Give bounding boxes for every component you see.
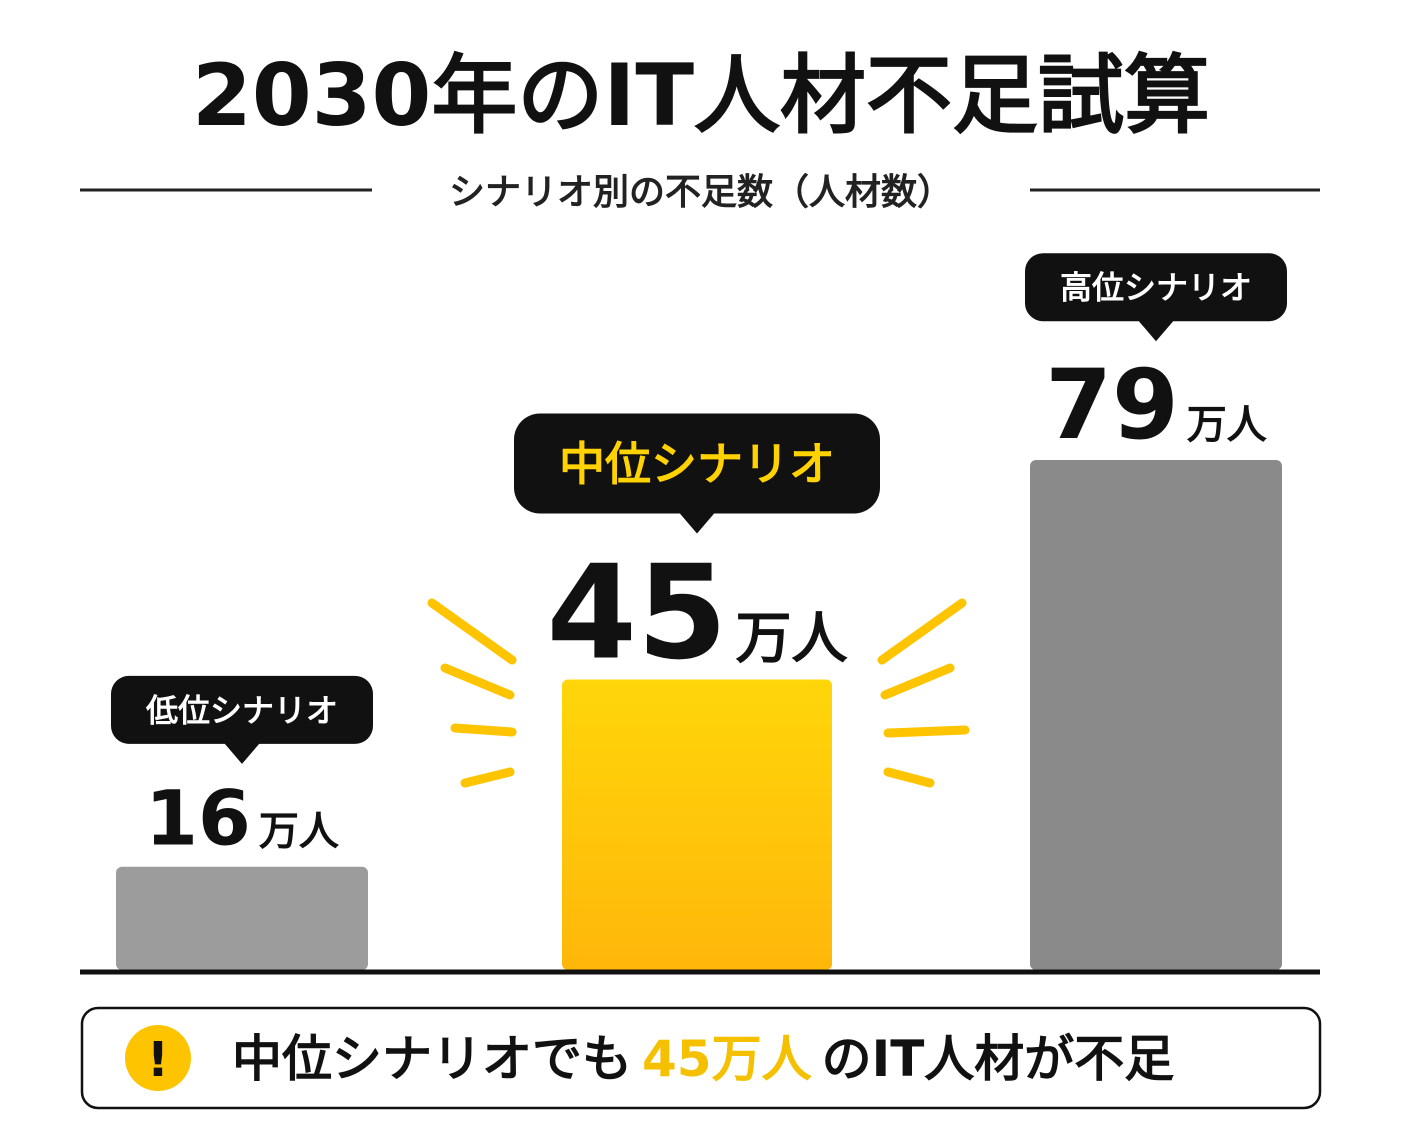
value-unit: 万人 (1187, 402, 1268, 448)
note-icon (125, 1025, 191, 1091)
value-unit: 万人 (259, 809, 340, 855)
note-highlight: 45万人 (642, 1030, 813, 1088)
value-unit: 万人 (735, 606, 848, 671)
chart-subtitle: シナリオ別の不足数（人材数） (449, 172, 953, 213)
callout-box (1024, 253, 1288, 322)
callout-box (110, 675, 374, 744)
note-after: のIT人材が不足 (822, 1030, 1175, 1088)
value-number: 45 (547, 536, 728, 688)
chart-title: 2030年のIT人材不足試算 (192, 46, 1210, 146)
bar (562, 679, 832, 970)
value-number: 79 (1045, 349, 1179, 461)
note-box (80, 1006, 1322, 1110)
value-number: 16 (145, 774, 251, 863)
callout-label: 中位シナリオ (559, 437, 835, 491)
callout-pointer (224, 742, 260, 764)
note-icon-text: ! (147, 1032, 169, 1088)
bar (116, 866, 368, 970)
value-label: 79 万人 (1045, 349, 1268, 461)
callout-label: 高位シナリオ (1060, 269, 1252, 307)
note-text: 中位シナリオでも 45万人 のIT人材が不足 (232, 1030, 1174, 1088)
callout-label: 低位シナリオ (145, 691, 338, 729)
value-label: 16 万人 (145, 774, 340, 863)
callout-box (514, 413, 880, 514)
value-label: 45 万人 (547, 536, 849, 688)
burst-lines (427, 598, 970, 788)
bar (1030, 460, 1282, 970)
callout-pointer (1138, 320, 1174, 342)
note-before: 中位シナリオでも (232, 1030, 632, 1088)
callout-pointer (679, 512, 715, 534)
